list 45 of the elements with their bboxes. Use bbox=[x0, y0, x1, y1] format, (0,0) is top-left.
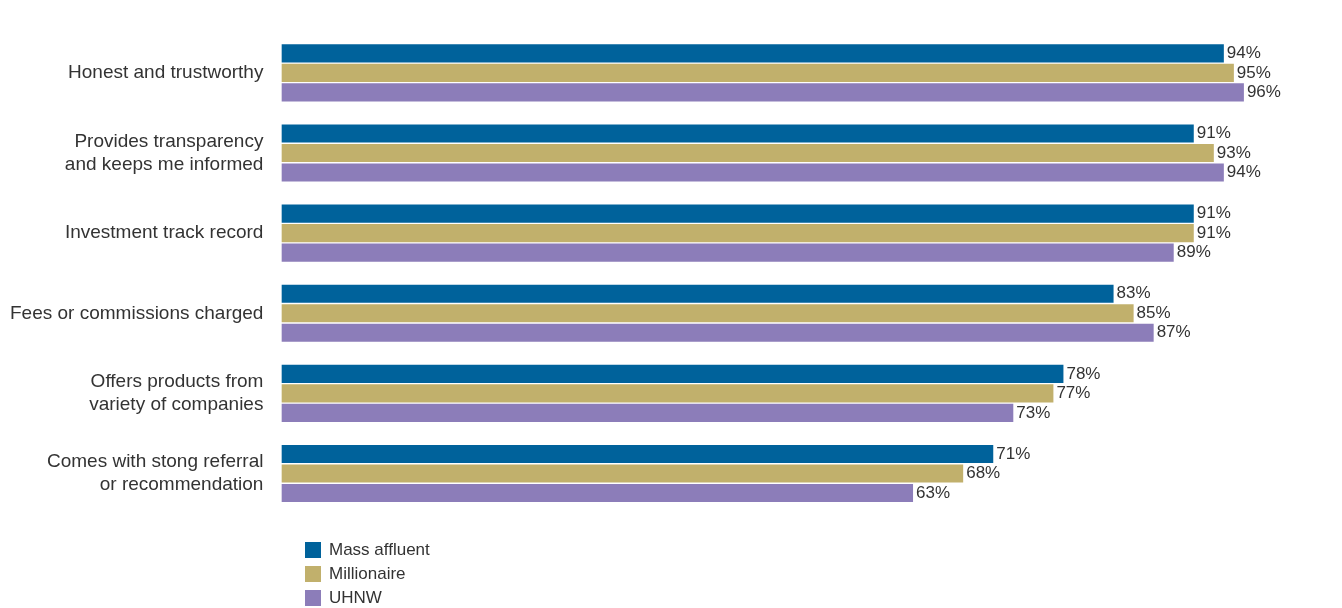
data-label: 77% bbox=[1056, 383, 1091, 403]
bar bbox=[281, 63, 1234, 82]
bar bbox=[281, 364, 1064, 383]
data-label: 89% bbox=[1176, 242, 1211, 262]
bar bbox=[281, 403, 1014, 422]
bar bbox=[281, 83, 1244, 102]
bar bbox=[281, 143, 1214, 163]
data-label: 83% bbox=[1116, 283, 1151, 303]
bar bbox=[281, 124, 1194, 143]
data-label: 87% bbox=[1156, 322, 1191, 342]
data-label: 95% bbox=[1236, 62, 1271, 82]
data-label: 91% bbox=[1196, 123, 1231, 143]
bar bbox=[281, 323, 1154, 342]
data-label: 91% bbox=[1196, 203, 1231, 223]
data-label: 91% bbox=[1196, 222, 1231, 242]
bar bbox=[281, 204, 1194, 223]
bar bbox=[281, 483, 914, 503]
bar bbox=[281, 304, 1134, 323]
y-tick-label: Investment track record bbox=[64, 221, 264, 243]
y-tick-label: Provides transparency and keeps me informed bbox=[64, 129, 264, 174]
y-tick-label: Fees or commissions charged bbox=[9, 301, 264, 323]
legend-label: Millionaire bbox=[329, 564, 406, 584]
bar bbox=[281, 44, 1224, 63]
data-label: 73% bbox=[1016, 402, 1051, 422]
bar bbox=[281, 384, 1054, 403]
data-label: 78% bbox=[1066, 363, 1101, 383]
y-tick-label: Comes with stong referral or recommendation bbox=[46, 450, 264, 495]
legend-label: UHNW bbox=[329, 588, 382, 608]
bar bbox=[281, 284, 1114, 303]
data-label: 94% bbox=[1226, 162, 1261, 182]
legend-label: Mass affluent bbox=[329, 540, 430, 560]
data-label: 63% bbox=[916, 482, 951, 502]
bar bbox=[281, 163, 1224, 182]
data-label: 85% bbox=[1136, 302, 1171, 322]
y-tick-label: Honest and trustworthy bbox=[68, 61, 264, 83]
y-tick-label: Offers products from variety of companies bbox=[89, 370, 264, 415]
data-label: 94% bbox=[1226, 43, 1261, 63]
bar bbox=[281, 224, 1194, 243]
data-label: 71% bbox=[996, 443, 1031, 463]
data-label: 93% bbox=[1216, 142, 1251, 162]
bar bbox=[281, 444, 994, 464]
bar bbox=[281, 243, 1174, 262]
data-label: 96% bbox=[1246, 82, 1281, 102]
data-label: 68% bbox=[966, 463, 1001, 483]
bar bbox=[281, 464, 964, 483]
